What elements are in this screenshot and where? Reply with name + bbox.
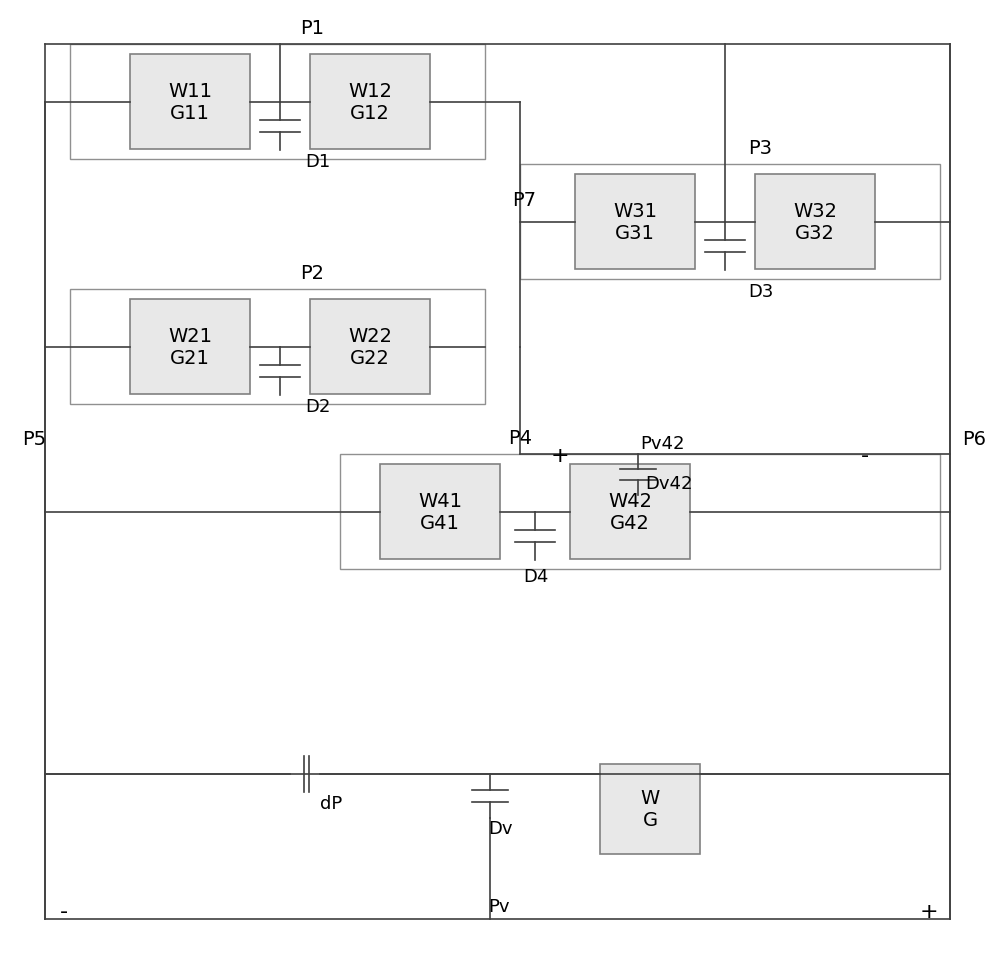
Bar xyxy=(130,299,250,395)
Text: P3: P3 xyxy=(748,139,772,158)
Text: W22
G22: W22 G22 xyxy=(348,327,392,368)
Bar xyxy=(310,55,430,150)
Bar xyxy=(70,45,485,160)
Text: W21
G21: W21 G21 xyxy=(168,327,212,368)
Bar xyxy=(575,174,695,270)
Bar xyxy=(310,299,430,395)
Text: dP: dP xyxy=(320,794,342,812)
Text: +: + xyxy=(551,446,569,465)
Bar xyxy=(520,165,940,280)
Text: Dv: Dv xyxy=(488,820,512,837)
Text: -: - xyxy=(861,446,869,465)
Bar xyxy=(570,464,690,559)
Text: W42
G42: W42 G42 xyxy=(608,492,652,533)
Bar xyxy=(70,290,485,405)
Text: W31
G31: W31 G31 xyxy=(613,202,657,243)
Text: W11
G11: W11 G11 xyxy=(168,82,212,123)
Text: D4: D4 xyxy=(523,567,548,585)
Text: P1: P1 xyxy=(300,19,324,38)
Bar xyxy=(130,55,250,150)
Text: W
G: W G xyxy=(640,789,660,830)
Text: W32
G32: W32 G32 xyxy=(793,202,837,243)
Text: Dv42: Dv42 xyxy=(645,475,692,493)
Text: P2: P2 xyxy=(300,264,324,283)
Text: D3: D3 xyxy=(748,283,773,301)
Text: W12
G12: W12 G12 xyxy=(348,82,392,123)
Text: P4: P4 xyxy=(508,429,532,448)
Bar xyxy=(600,764,700,854)
Text: P6: P6 xyxy=(962,430,986,449)
Text: -: - xyxy=(60,901,68,921)
Text: +: + xyxy=(919,901,938,921)
Text: Pv42: Pv42 xyxy=(640,435,684,453)
Bar xyxy=(340,455,940,569)
Bar xyxy=(755,174,875,270)
Text: Pv: Pv xyxy=(488,897,510,915)
Text: D1: D1 xyxy=(305,152,330,171)
Text: D2: D2 xyxy=(305,397,330,416)
Text: P5: P5 xyxy=(22,430,46,449)
Bar xyxy=(380,464,500,559)
Text: W41
G41: W41 G41 xyxy=(418,492,462,533)
Text: P7: P7 xyxy=(512,191,536,210)
